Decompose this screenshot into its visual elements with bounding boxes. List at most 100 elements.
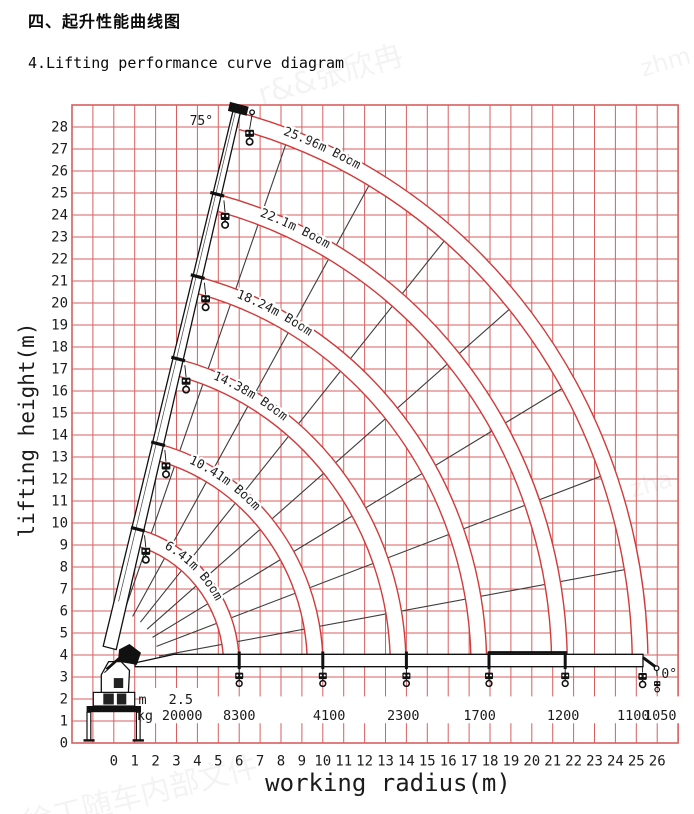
x-tick-label: 17	[461, 754, 478, 770]
y-tick-label: 7	[60, 582, 68, 598]
hook-block-icon	[245, 129, 254, 146]
boom-length-label: 6.41m Boom	[162, 538, 226, 603]
rating-min-radius: 2.5	[169, 692, 193, 708]
hook-block-icon	[402, 672, 411, 688]
boom-reach-band	[218, 195, 568, 655]
horizontal-boom-drawing	[134, 651, 660, 672]
y-tick-label: 16	[51, 384, 68, 400]
y-tick-label: 4	[60, 648, 68, 664]
y-tick-label: 20	[51, 296, 68, 312]
x-tick-label: 6	[235, 754, 243, 770]
x-tick-label: 24	[607, 754, 624, 770]
boom-section-mark	[130, 525, 146, 533]
rating-max-capacity: 20000	[162, 708, 203, 724]
y-tick-label: 8	[60, 560, 68, 576]
x-tick-label: 16	[440, 754, 457, 770]
y-axis-title: lifting height(m)	[15, 323, 39, 538]
min-boom-angle-label: 0°	[661, 667, 677, 682]
boom-tip-arc-inner	[238, 128, 633, 655]
x-tick-label: 8	[277, 754, 285, 770]
y-tick-label: 21	[51, 274, 68, 290]
x-tick-label: 25	[628, 754, 645, 770]
x-tick-label: 23	[586, 754, 603, 770]
x-tick-label: 22	[565, 754, 582, 770]
page-title-en: 4.Lifting performance curve diagram	[28, 54, 345, 72]
x-tick-label: 20	[523, 754, 540, 770]
x-tick-label: 14	[398, 754, 415, 770]
angle-labels: 75° 0°	[190, 114, 677, 682]
x-tick-label: 10	[314, 754, 331, 770]
y-tick-label: 25	[51, 186, 68, 202]
hook-block-icon	[235, 672, 244, 688]
y-tick-label: 15	[51, 406, 68, 422]
capacity-value: 8300	[223, 708, 256, 724]
y-tick-label: 13	[51, 450, 68, 466]
hook-block-icon	[561, 672, 570, 688]
boom-section-mark	[150, 440, 166, 448]
hook-block-icon	[485, 672, 493, 688]
boom-tip-arc-outer	[242, 112, 649, 654]
x-tick-label: 3	[172, 754, 180, 770]
x-tick-label: 11	[335, 754, 352, 770]
hook-cable	[164, 449, 167, 462]
x-tick-label: 12	[356, 754, 373, 770]
hook-cable	[144, 535, 147, 548]
y-tick-label: 19	[51, 318, 68, 334]
y-tick-label: 14	[51, 428, 68, 444]
capacity-value: 4100	[313, 708, 346, 724]
hook-block-icon	[161, 462, 171, 479]
x-tick-label: 1	[130, 754, 138, 770]
rating-unit-capacity: kg	[137, 708, 153, 724]
capacity-value: 1100	[617, 708, 650, 724]
hook-block-icon	[318, 672, 327, 688]
grid	[71, 104, 679, 744]
hook-block-icon	[141, 547, 151, 564]
page-title-zh: 四、起升性能曲线图	[28, 12, 182, 31]
boom-reach-band	[198, 277, 487, 655]
raised-boom-drawing	[102, 101, 256, 651]
hook-block-icon	[220, 212, 230, 229]
y-tick-label: 28	[51, 120, 68, 136]
y-tick-label: 23	[51, 230, 68, 246]
boom-tip-arc-inner	[156, 459, 308, 655]
hook-cable	[249, 114, 253, 130]
boom-tip-arc-outer	[202, 277, 488, 654]
boom-tip-arc-outer	[139, 528, 240, 654]
y-tick-label: 22	[51, 252, 68, 268]
y-tick-label: 2	[60, 692, 68, 708]
y-tick-label: 9	[60, 538, 68, 554]
boom-tip-arc-outer	[160, 443, 324, 654]
boom-arc-bands	[135, 112, 649, 656]
boom-length-label: 14.38m Boom	[211, 368, 291, 424]
x-tick-label: 7	[256, 754, 264, 770]
max-boom-angle-label: 75°	[190, 114, 213, 129]
hook-cable	[656, 670, 658, 676]
y-tick-label: 17	[51, 362, 68, 378]
x-tick-label: 21	[544, 754, 561, 770]
hook-cable	[223, 200, 226, 213]
capacity-value: 1200	[547, 708, 580, 724]
capacity-value: 1700	[463, 708, 496, 724]
boom-tip-arc-outer	[222, 195, 568, 654]
y-tick-label: 0	[60, 736, 68, 752]
boom-reach-band	[177, 360, 406, 655]
axis-titles: working radius(m) lifting height(m)	[15, 323, 511, 797]
y-tick-label: 27	[51, 142, 68, 158]
boom-tip-arc-inner	[135, 544, 224, 656]
boom-reach-band	[239, 113, 648, 655]
x-tick-label: 5	[214, 754, 222, 770]
crane-truck-drawing	[83, 644, 144, 742]
load-label-band	[141, 688, 683, 724]
boom-tip-arc-inner	[218, 211, 553, 655]
x-axis: 0 1 2 3 4 5 6 7 8 9 10 11 12 13 14 15 16 17 18 19 20 21 22 23 24…	[110, 754, 666, 770]
boom-tip-arc-inner	[198, 293, 472, 655]
x-tick-label: 18	[482, 754, 499, 770]
x-tick-label: 2	[151, 754, 159, 770]
boom-tip-arc-outer	[181, 359, 407, 654]
boom-section-mark	[209, 190, 225, 198]
hook-cable	[203, 282, 207, 295]
hook-block-icon	[201, 295, 210, 312]
boom-length-label: 18.24m Boom	[235, 286, 316, 338]
